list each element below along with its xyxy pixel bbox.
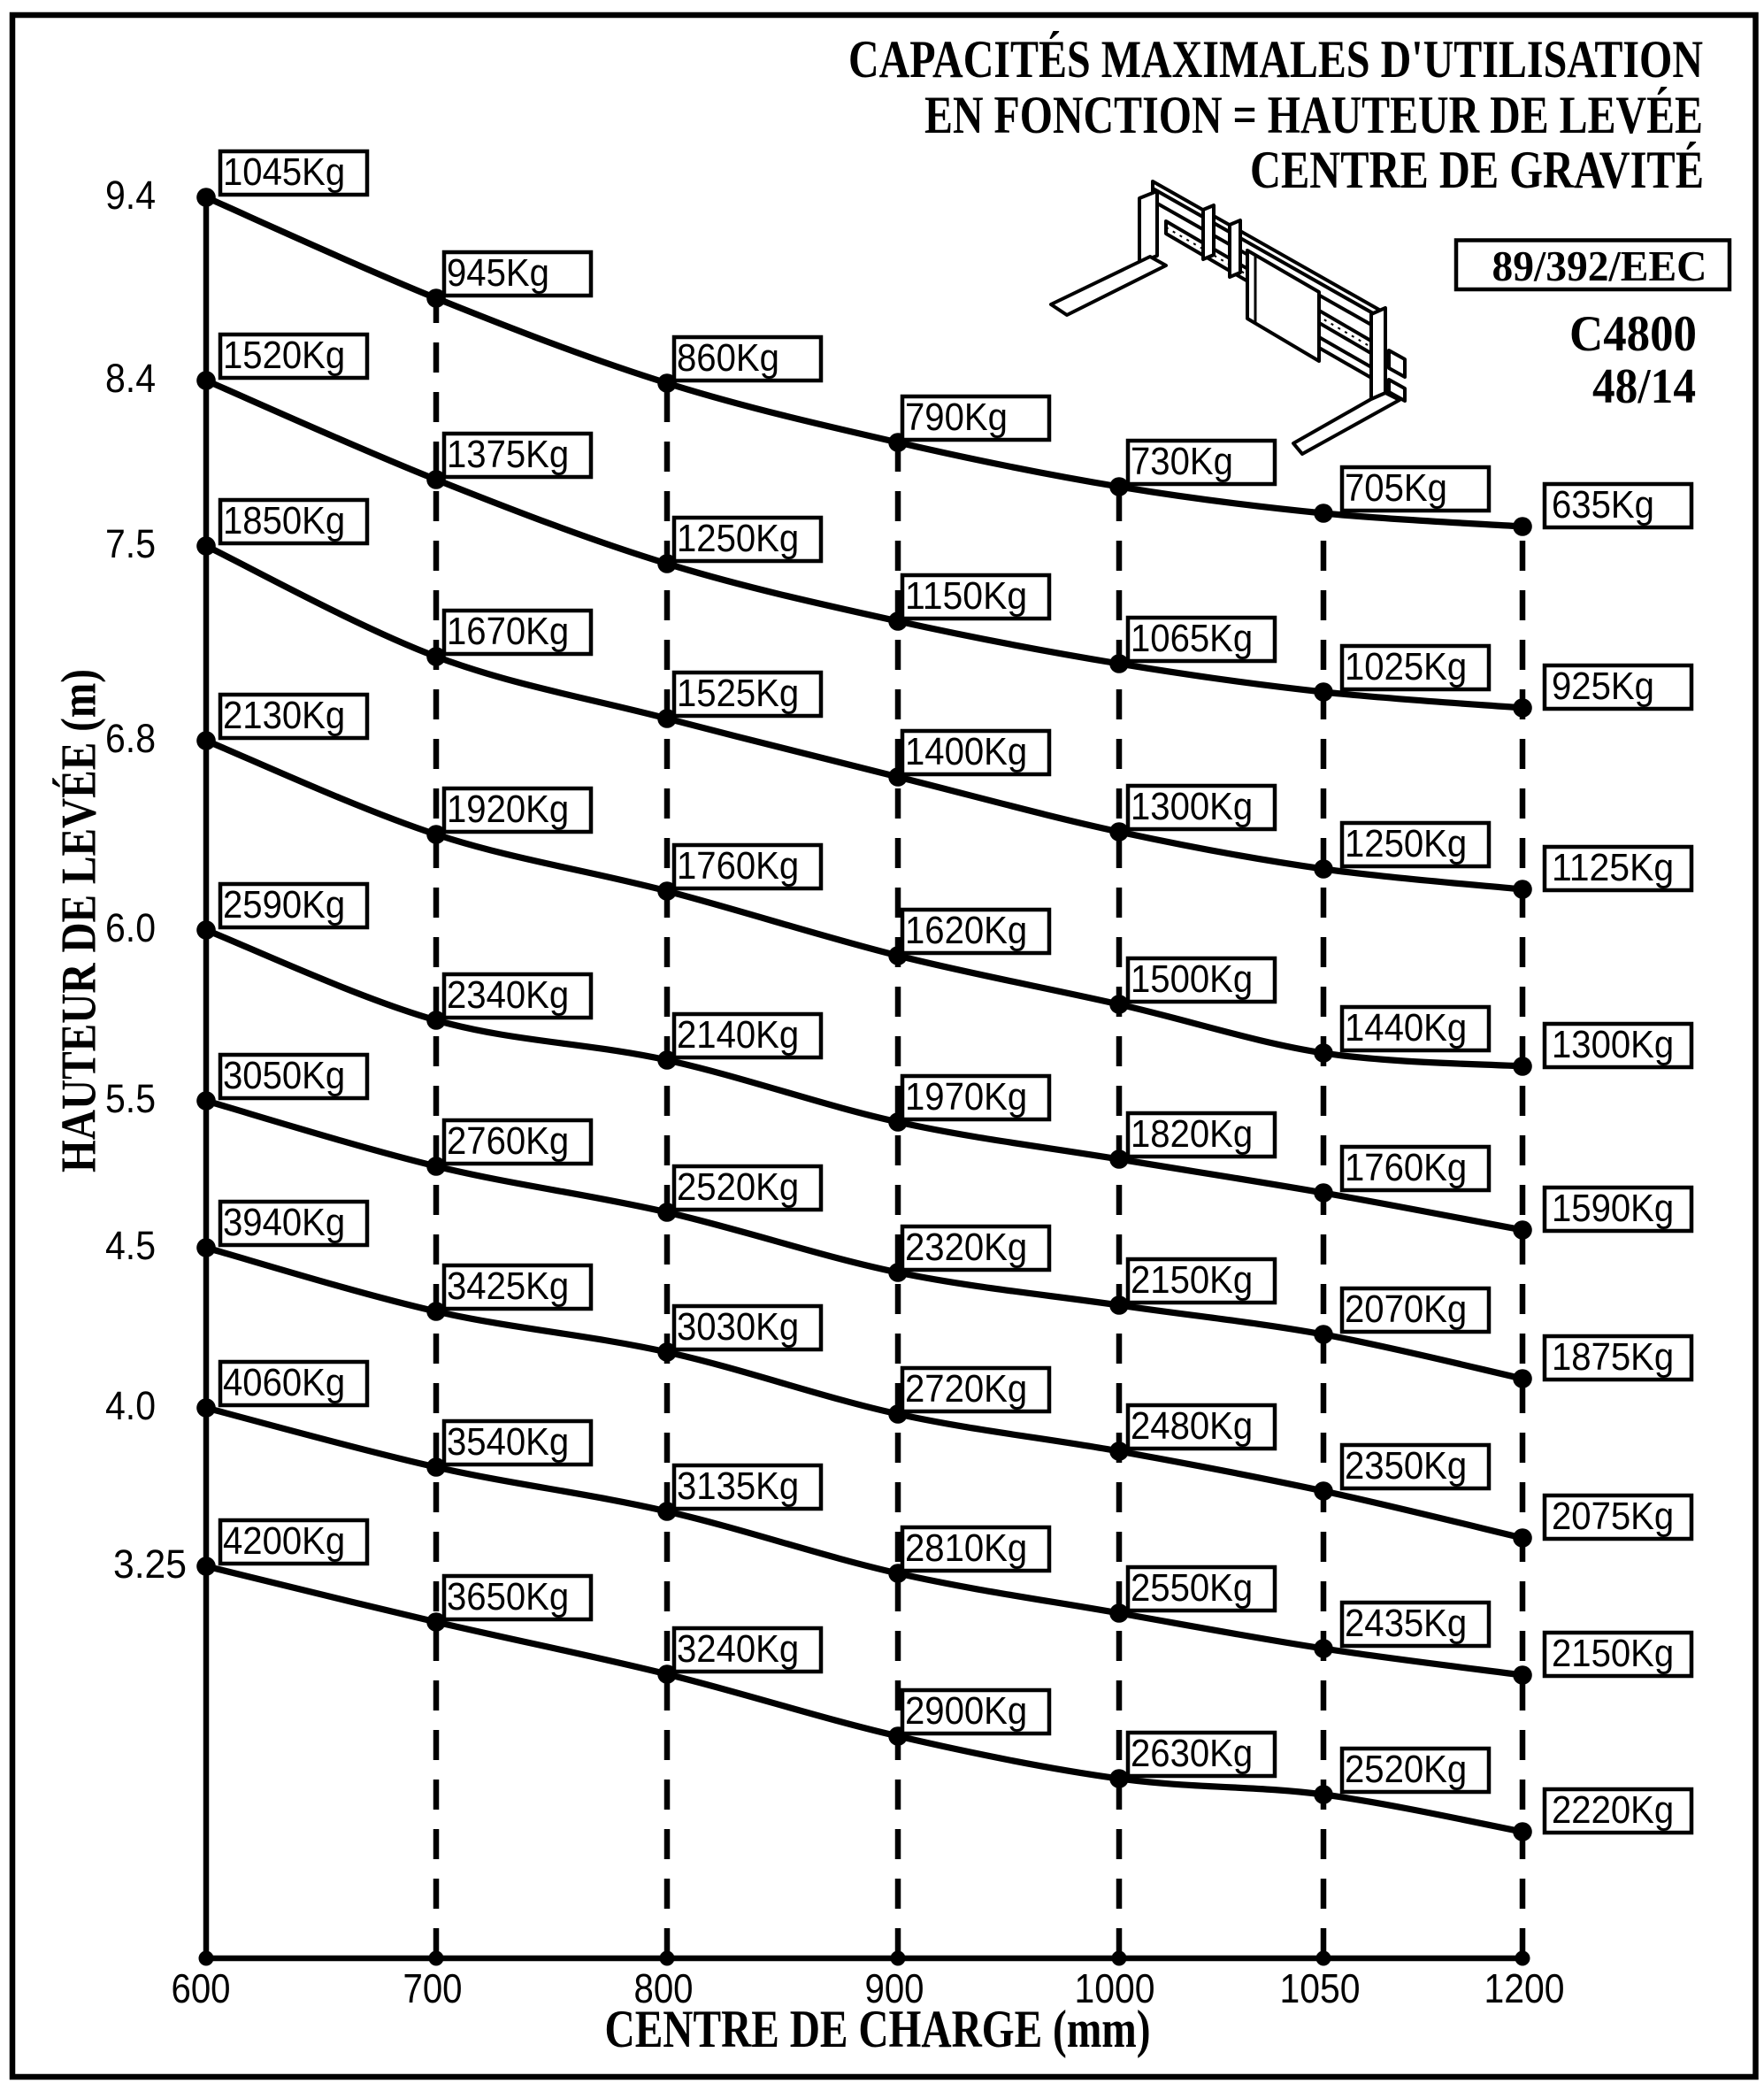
- svg-text:2150Kg: 2150Kg: [1131, 1258, 1253, 1302]
- svg-text:2480Kg: 2480Kg: [1131, 1404, 1253, 1448]
- svg-text:4200Kg: 4200Kg: [223, 1519, 345, 1563]
- svg-text:3.25: 3.25: [113, 1541, 187, 1587]
- svg-text:2220Kg: 2220Kg: [1552, 1788, 1674, 1832]
- svg-text:1920Kg: 1920Kg: [447, 788, 569, 831]
- svg-text:48/14: 48/14: [1592, 359, 1696, 414]
- svg-text:600: 600: [172, 1965, 231, 2011]
- svg-text:1250Kg: 1250Kg: [677, 517, 799, 560]
- svg-text:4.0: 4.0: [105, 1383, 156, 1428]
- svg-text:5.5: 5.5: [105, 1076, 156, 1121]
- svg-text:CAPACITÉS MAXIMALES D'UTILISAT: CAPACITÉS MAXIMALES D'UTILISATION: [848, 30, 1703, 88]
- svg-text:2520Kg: 2520Kg: [1345, 1748, 1467, 1791]
- svg-text:3650Kg: 3650Kg: [447, 1575, 569, 1618]
- svg-text:1375Kg: 1375Kg: [447, 433, 569, 476]
- svg-text:2075Kg: 2075Kg: [1552, 1495, 1674, 1538]
- svg-text:700: 700: [403, 1965, 463, 2011]
- svg-text:1620Kg: 1620Kg: [905, 909, 1027, 952]
- svg-text:1875Kg: 1875Kg: [1552, 1335, 1674, 1379]
- svg-text:1025Kg: 1025Kg: [1345, 645, 1467, 688]
- svg-text:1300Kg: 1300Kg: [1131, 785, 1253, 828]
- svg-text:1525Kg: 1525Kg: [677, 672, 799, 715]
- svg-text:1850Kg: 1850Kg: [223, 499, 345, 542]
- svg-text:900: 900: [865, 1965, 924, 2011]
- svg-text:3240Kg: 3240Kg: [677, 1627, 799, 1671]
- svg-text:4060Kg: 4060Kg: [223, 1361, 345, 1404]
- svg-text:7.5: 7.5: [105, 521, 156, 566]
- svg-text:3050Kg: 3050Kg: [223, 1054, 345, 1097]
- svg-text:2900Kg: 2900Kg: [905, 1689, 1027, 1733]
- svg-text:1440Kg: 1440Kg: [1345, 1006, 1467, 1049]
- svg-text:1045Kg: 1045Kg: [223, 150, 345, 194]
- svg-text:945Kg: 945Kg: [447, 251, 549, 295]
- svg-text:1500Kg: 1500Kg: [1131, 957, 1253, 1001]
- svg-text:1760Kg: 1760Kg: [677, 844, 799, 888]
- svg-text:CENTRE DE CHARGE (mm): CENTRE DE CHARGE (mm): [605, 2000, 1151, 2058]
- svg-text:1065Kg: 1065Kg: [1131, 617, 1253, 660]
- svg-text:3940Kg: 3940Kg: [223, 1201, 345, 1244]
- svg-text:6.8: 6.8: [105, 716, 156, 761]
- svg-text:800: 800: [634, 1965, 694, 2011]
- svg-text:730Kg: 730Kg: [1131, 440, 1233, 483]
- svg-text:2720Kg: 2720Kg: [905, 1367, 1027, 1411]
- svg-text:9.4: 9.4: [105, 173, 156, 218]
- svg-text:2630Kg: 2630Kg: [1131, 1732, 1253, 1775]
- svg-text:2150Kg: 2150Kg: [1552, 1632, 1674, 1675]
- svg-text:790Kg: 790Kg: [905, 396, 1008, 439]
- svg-text:89/392/EEC: 89/392/EEC: [1492, 242, 1707, 290]
- svg-text:EN FONCTION = HAUTEUR DE LEVÉE: EN FONCTION = HAUTEUR DE LEVÉE: [924, 86, 1703, 144]
- svg-text:1125Kg: 1125Kg: [1552, 846, 1674, 889]
- svg-text:1520Kg: 1520Kg: [223, 334, 345, 377]
- svg-text:2140Kg: 2140Kg: [677, 1013, 799, 1057]
- svg-text:CENTRE DE GRAVITÉ: CENTRE DE GRAVITÉ: [1250, 141, 1704, 199]
- svg-text:HAUTEUR DE LEVÉE (m): HAUTEUR DE LEVÉE (m): [52, 669, 107, 1172]
- svg-text:1200: 1200: [1484, 1965, 1565, 2011]
- svg-text:3135Kg: 3135Kg: [677, 1464, 799, 1508]
- svg-text:1760Kg: 1760Kg: [1345, 1146, 1467, 1189]
- svg-text:1400Kg: 1400Kg: [905, 730, 1027, 773]
- svg-text:1820Kg: 1820Kg: [1131, 1112, 1253, 1156]
- svg-text:C4800: C4800: [1569, 306, 1697, 362]
- svg-text:925Kg: 925Kg: [1552, 665, 1654, 708]
- svg-text:2550Kg: 2550Kg: [1131, 1566, 1253, 1610]
- svg-text:2320Kg: 2320Kg: [905, 1226, 1027, 1269]
- svg-text:1970Kg: 1970Kg: [905, 1075, 1027, 1119]
- svg-text:3030Kg: 3030Kg: [677, 1305, 799, 1349]
- svg-text:1670Kg: 1670Kg: [447, 610, 569, 653]
- svg-text:2130Kg: 2130Kg: [223, 694, 345, 737]
- svg-text:3425Kg: 3425Kg: [447, 1265, 569, 1308]
- svg-text:4.5: 4.5: [105, 1223, 156, 1268]
- svg-text:6.0: 6.0: [105, 905, 156, 950]
- svg-text:2340Kg: 2340Kg: [447, 973, 569, 1017]
- svg-text:705Kg: 705Kg: [1345, 466, 1447, 510]
- svg-text:1300Kg: 1300Kg: [1552, 1023, 1674, 1066]
- svg-text:8.4: 8.4: [105, 356, 156, 401]
- svg-text:2760Kg: 2760Kg: [447, 1119, 569, 1163]
- svg-text:1000: 1000: [1075, 1965, 1155, 2011]
- svg-text:2350Kg: 2350Kg: [1345, 1444, 1467, 1488]
- svg-text:1050: 1050: [1280, 1965, 1361, 2011]
- svg-text:1250Kg: 1250Kg: [1345, 822, 1467, 865]
- svg-text:860Kg: 860Kg: [677, 336, 779, 380]
- svg-text:2070Kg: 2070Kg: [1345, 1288, 1467, 1331]
- svg-text:2810Kg: 2810Kg: [905, 1526, 1027, 1570]
- svg-text:635Kg: 635Kg: [1552, 483, 1654, 527]
- svg-text:1150Kg: 1150Kg: [905, 574, 1027, 618]
- svg-text:2520Kg: 2520Kg: [677, 1165, 799, 1209]
- svg-text:1590Kg: 1590Kg: [1552, 1187, 1674, 1230]
- svg-text:3540Kg: 3540Kg: [447, 1420, 569, 1464]
- svg-text:2590Kg: 2590Kg: [223, 883, 345, 926]
- svg-text:2435Kg: 2435Kg: [1345, 1602, 1467, 1645]
